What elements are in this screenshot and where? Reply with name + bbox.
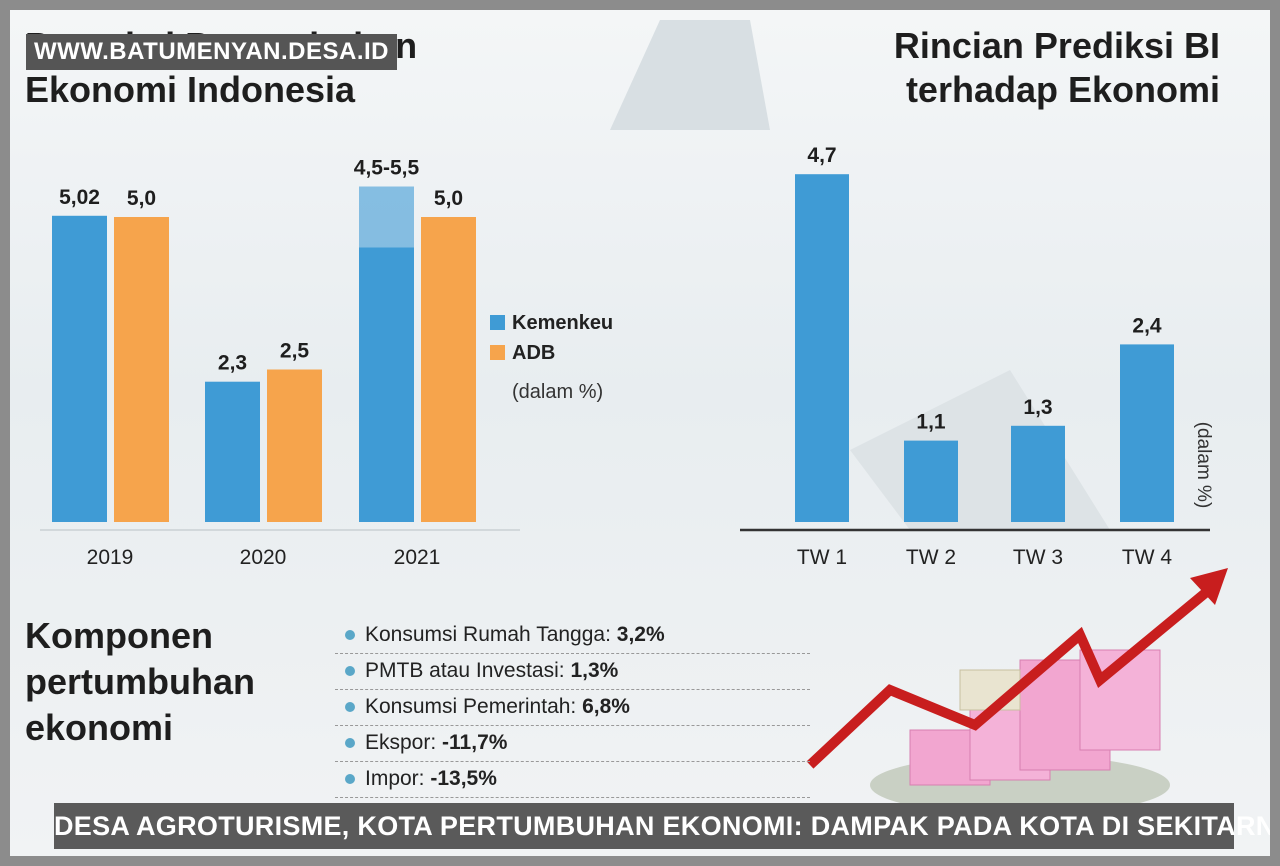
- bar: [1011, 425, 1065, 522]
- bar: [359, 247, 414, 522]
- bar: [904, 440, 958, 522]
- bar: [1120, 344, 1174, 522]
- component-value: -11,7%: [442, 731, 508, 754]
- component-item: Impor: -13,5%: [335, 762, 810, 798]
- component-item: Konsumsi Rumah Tangga: 3,2%: [335, 618, 810, 654]
- background-shape: [610, 20, 770, 130]
- components-title: Komponen pertumbuhan ekonomi: [25, 615, 255, 748]
- data-label: 1,1: [916, 411, 946, 434]
- bar: [267, 369, 322, 522]
- x-tick-label: 2020: [240, 546, 287, 569]
- component-label: Ekspor:: [365, 731, 437, 754]
- x-tick-label: 2021: [394, 546, 441, 569]
- legend-swatch: [490, 315, 505, 330]
- data-label: 2,4: [1132, 314, 1162, 337]
- component-label: Impor:: [365, 767, 425, 790]
- bar: [52, 215, 107, 522]
- component-item: Ekspor: -11,7%: [335, 726, 810, 762]
- trend-arrow: [806, 581, 1219, 769]
- x-tick-label: TW 4: [1122, 546, 1172, 569]
- component-label: Konsumsi Rumah Tangga:: [365, 623, 611, 646]
- bar: [421, 217, 476, 522]
- y-axis-label: (dalam %): [1193, 422, 1214, 509]
- component-label: PMTB atau Investasi:: [365, 659, 565, 682]
- background-shape: [850, 370, 1110, 530]
- component-item: Konsumsi Pemerintah: 6,8%: [335, 690, 810, 726]
- bar-range: [359, 186, 414, 248]
- data-label: 2,3: [218, 352, 247, 375]
- infographic: 2019 2020 2021 5,02 2,3 4,5-5,5 Kemenkeu 5,0 2,5…: [10, 10, 1270, 856]
- component-value: -13,5%: [430, 767, 497, 790]
- x-tick-label: 2019: [87, 546, 134, 569]
- data-label: 5,0: [434, 187, 463, 210]
- legend-label: Kemenkeu: [512, 312, 613, 334]
- chart-canvas: 2019 2020 2021 5,02 2,3 4,5-5,5 Kemenkeu 5,0 2,5…: [40, 20, 1228, 815]
- component-value: 1,3%: [570, 659, 619, 682]
- component-label: Konsumsi Pemerintah:: [365, 695, 577, 718]
- component-value: 6,8%: [582, 695, 630, 718]
- legend-swatch: [490, 345, 505, 360]
- bar: [114, 217, 169, 522]
- data-label: 5,02: [59, 186, 100, 209]
- component-item: PMTB atau Investasi: 1,3%: [335, 654, 810, 690]
- money-stacks: [870, 649, 1170, 815]
- legend-label: ADB: [512, 342, 555, 364]
- x-tick-label: TW 1: [797, 546, 847, 569]
- data-label: 4,5-5,5: [354, 157, 420, 180]
- bar: [795, 174, 849, 522]
- x-tick-label: TW 3: [1013, 546, 1063, 569]
- data-label: 1,3: [1023, 396, 1052, 419]
- chart-title: Rincian Prediksi BI terhadap Ekonomi: [893, 25, 1220, 110]
- data-label: 4,7: [807, 144, 836, 167]
- caption: DESA AGROTURISME, KOTA PERTUMBUHAN EKONO…: [54, 803, 1270, 849]
- data-label: 5,0: [127, 187, 156, 210]
- trend-arrow-head: [1190, 568, 1228, 605]
- watermark: WWW.BATUMENYAN.DESA.ID: [26, 34, 397, 70]
- component-value: 3,2%: [616, 623, 665, 646]
- unit-note: (dalam %): [512, 381, 603, 403]
- bar: [205, 381, 260, 522]
- x-tick-label: TW 2: [906, 546, 956, 569]
- components-list: Konsumsi Rumah Tangga: 3,2% PMTB atau Inv…: [335, 618, 810, 798]
- data-label: 2,5: [280, 340, 310, 363]
